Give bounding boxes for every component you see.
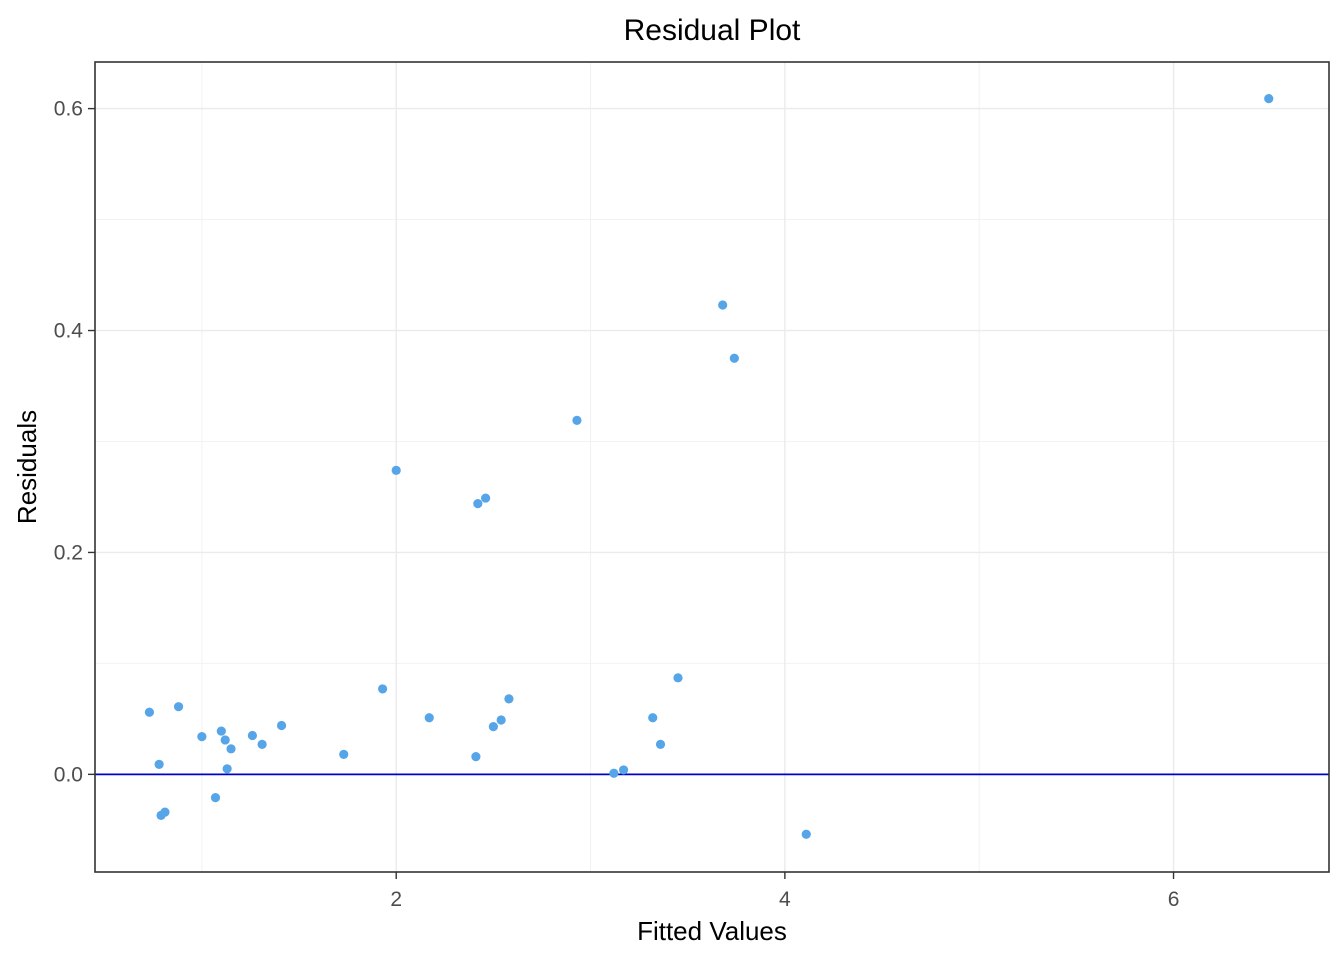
data-point [488,722,498,732]
data-point [648,713,658,723]
y-tick-label: 0.0 [54,763,83,786]
data-point [154,759,164,769]
data-point [257,739,267,749]
y-axis-title: Residuals [12,410,42,524]
data-point [655,739,666,749]
x-tick-label: 2 [390,888,402,911]
data-point [378,684,388,694]
data-point [718,300,728,310]
data-point [216,726,226,736]
data-point [496,715,506,725]
x-tick-label: 4 [779,888,791,911]
x-axis-title: Fitted Values [637,916,787,946]
x-tick-label: 6 [1168,888,1180,911]
data-point [173,702,184,712]
data-point [247,730,258,741]
data-point [1264,94,1274,104]
y-tick-label: 0.2 [54,541,83,564]
data-point [572,415,582,425]
data-point [339,749,349,759]
data-point [481,493,491,503]
data-point [471,752,481,762]
data-point [801,829,811,839]
data-point [391,465,401,475]
data-point [222,764,232,774]
data-point [609,768,619,778]
panel-border [94,61,1330,873]
minor-gridlines [95,62,1329,872]
data-point [210,793,221,803]
data-point [424,713,434,723]
data-point [618,765,629,775]
chart-title: Residual Plot [624,14,801,47]
y-tick-label: 0.4 [54,320,84,343]
x-axis-ticks: 2 4 6 [390,872,1179,911]
y-axis-ticks: 0.0 0.2 0.4 0.6 [54,98,95,786]
data-point [220,735,230,745]
data-point [673,673,683,683]
points-layer [144,94,1274,839]
data-point [276,720,287,731]
data-point [226,744,236,754]
y-tick-label: 0.6 [54,98,83,121]
data-point [160,807,170,817]
data-point [473,499,483,509]
data-point [504,694,514,704]
data-point [144,707,155,717]
data-point [729,353,739,363]
data-point [197,732,207,742]
